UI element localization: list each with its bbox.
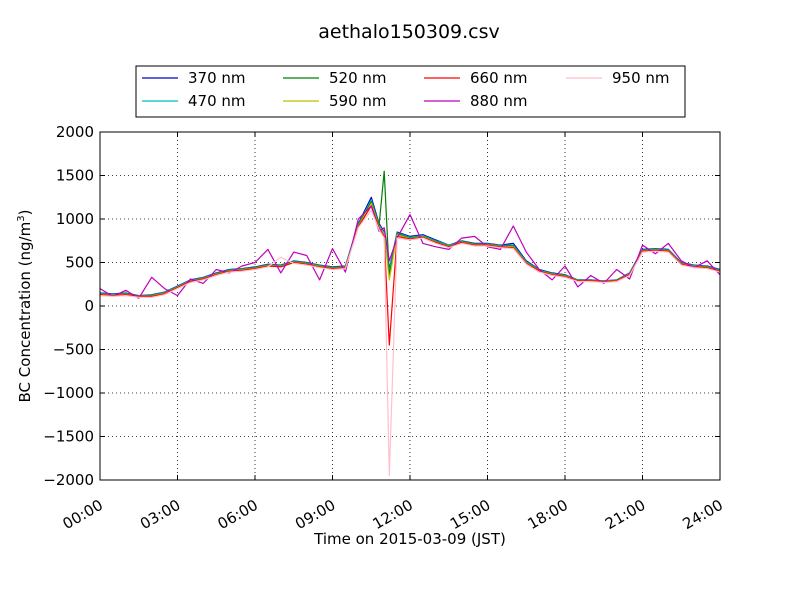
legend-label: 520 nm xyxy=(329,69,387,87)
chart-title: aethalo150309.csv xyxy=(318,21,500,43)
y-axis-label-superscript: 3 xyxy=(16,215,27,221)
y-tick-label: 0 xyxy=(84,297,94,315)
y-tick-label: 1000 xyxy=(56,210,94,228)
y-tick-label: −2000 xyxy=(43,471,94,489)
legend-label: 880 nm xyxy=(470,92,528,110)
y-tick-label: −1500 xyxy=(43,428,94,446)
y-axis-label: BC Concentration (ng/m3) xyxy=(16,210,34,403)
y-axis-label-close: ) xyxy=(16,210,34,216)
legend-label: 470 nm xyxy=(188,92,246,110)
series-lines xyxy=(99,170,721,477)
y-tick-label: 2000 xyxy=(56,123,94,141)
x-tick-label: 24:00 xyxy=(680,496,726,533)
x-tick-label: 15:00 xyxy=(447,496,493,533)
y-axis-ticks: 2000 1500 1000 500 0 −500 −1000 −1500 −2000 xyxy=(43,123,720,489)
grid-lines xyxy=(100,132,720,480)
legend-label: 590 nm xyxy=(329,92,387,110)
x-tick-label: 09:00 xyxy=(292,496,338,533)
y-tick-label: −1000 xyxy=(43,384,94,402)
legend: 370 nm 470 nm 520 nm 590 nm 660 nm 880 nm 950 … xyxy=(135,65,686,118)
y-tick-label: 500 xyxy=(65,254,94,272)
legend-label: 370 nm xyxy=(188,69,246,87)
series-line-950-nm xyxy=(99,209,721,477)
x-tick-label: 03:00 xyxy=(137,496,183,533)
y-axis-label-main: BC Concentration (ng/m xyxy=(16,222,34,403)
legend-label: 660 nm xyxy=(470,69,528,87)
x-tick-label: 00:00 xyxy=(60,496,106,533)
y-tick-label: 1500 xyxy=(56,167,94,185)
x-tick-label: 06:00 xyxy=(215,496,261,533)
x-tick-label: 18:00 xyxy=(525,496,571,533)
x-tick-label: 21:00 xyxy=(602,496,648,533)
y-tick-label: −500 xyxy=(53,341,94,359)
series-line-660-nm xyxy=(99,205,721,346)
legend-box xyxy=(135,65,686,118)
x-axis-label: Time on 2015-03-09 (JST) xyxy=(313,530,506,548)
x-tick-label: 12:00 xyxy=(370,496,416,533)
legend-label: 950 nm xyxy=(612,69,670,87)
